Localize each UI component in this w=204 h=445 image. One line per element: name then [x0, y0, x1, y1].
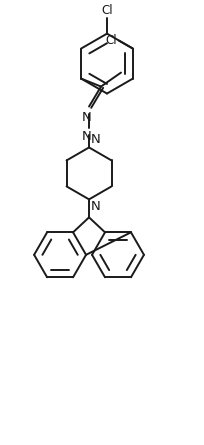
Text: Cl: Cl — [101, 4, 112, 16]
Text: N: N — [82, 110, 91, 124]
Text: N: N — [82, 130, 91, 143]
Text: Cl: Cl — [105, 34, 116, 47]
Text: N: N — [91, 134, 100, 146]
Text: N: N — [91, 200, 100, 213]
